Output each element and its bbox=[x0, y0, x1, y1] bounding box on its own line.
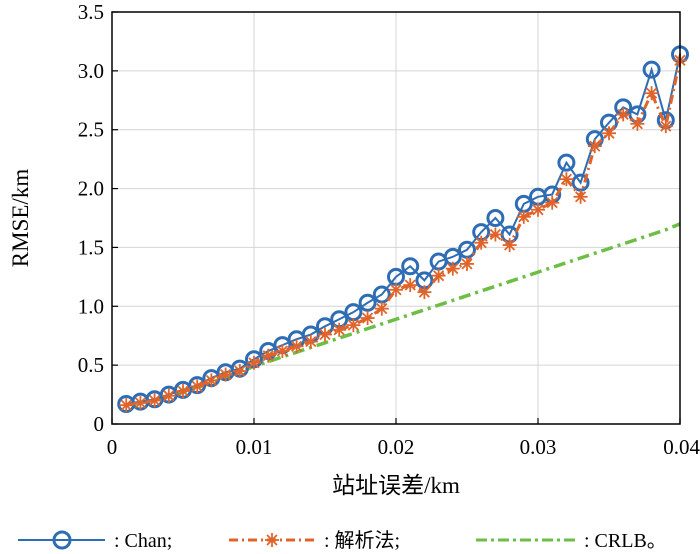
analytic-point bbox=[275, 344, 290, 359]
analytic-point bbox=[389, 282, 403, 297]
y-tick-label: 1.0 bbox=[78, 294, 104, 318]
analytic-point bbox=[630, 116, 645, 131]
legend-item-analytic: : 解析法; bbox=[229, 529, 400, 552]
y-tick-label: 2.0 bbox=[78, 177, 104, 201]
analytic-point bbox=[161, 388, 176, 403]
analytic-point bbox=[346, 318, 361, 333]
x-tick-label: 0.02 bbox=[378, 435, 415, 459]
legend-crlb-label: : CRLB。 bbox=[584, 530, 667, 552]
analytic-point bbox=[403, 278, 418, 293]
analytic-point bbox=[616, 107, 631, 122]
chan-point bbox=[557, 153, 576, 172]
analytic-point bbox=[644, 86, 659, 101]
analytic-point bbox=[474, 235, 489, 250]
y-tick-label: 2.5 bbox=[78, 118, 104, 142]
y-axis-label: RMSE/km bbox=[8, 169, 33, 268]
x-tick-label: 0.04 bbox=[663, 435, 700, 459]
analytic-point bbox=[133, 395, 148, 410]
legend-item-crlb: : CRLB。 bbox=[476, 530, 667, 552]
analytic-point bbox=[318, 327, 332, 342]
analytic-point bbox=[573, 189, 588, 204]
analytic-point bbox=[303, 334, 318, 349]
analytic-point bbox=[289, 339, 304, 354]
x-axis-label: 站址误差/km bbox=[332, 473, 460, 498]
analytic-point bbox=[176, 384, 190, 399]
analytic-point bbox=[658, 119, 673, 134]
legend-analytic-marker bbox=[265, 533, 279, 547]
analytic-point bbox=[445, 261, 460, 276]
y-tick-label: 3.5 bbox=[78, 0, 104, 24]
y-tick-label: 0 bbox=[94, 412, 105, 436]
analytic-point bbox=[587, 139, 602, 154]
legend-chan-marker bbox=[52, 530, 72, 550]
analytic-point bbox=[417, 285, 432, 300]
analytic-point bbox=[261, 348, 276, 363]
x-tick-label: 0.03 bbox=[520, 435, 557, 459]
analytic-point bbox=[204, 373, 219, 388]
analytic-point bbox=[218, 367, 233, 382]
legend-chan-label: : Chan; bbox=[114, 530, 172, 552]
series-解析法 bbox=[119, 53, 687, 413]
analytic-point bbox=[247, 355, 261, 370]
grid-lines bbox=[111, 11, 681, 425]
series-line-Chan bbox=[126, 54, 681, 405]
series-line-解析法 bbox=[125, 59, 682, 407]
legend-item-chan: : Chan; bbox=[18, 530, 172, 552]
y-tick-label: 1.5 bbox=[78, 235, 104, 259]
series-Chan bbox=[117, 45, 689, 413]
plot-frame bbox=[111, 11, 681, 425]
analytic-point bbox=[559, 172, 574, 187]
analytic-point bbox=[602, 126, 616, 141]
analytic-point bbox=[360, 311, 375, 326]
legend-asterisk-glyph bbox=[265, 533, 279, 547]
chan-point bbox=[401, 257, 420, 276]
y-tick-label: 0.5 bbox=[78, 353, 104, 377]
analytic-point bbox=[232, 364, 247, 379]
analytic-point bbox=[545, 195, 560, 210]
legend: : Chan; : 解析法; : CRLB。 bbox=[18, 529, 667, 552]
analytic-point bbox=[190, 379, 205, 394]
chan-point bbox=[486, 209, 505, 227]
analytic-point bbox=[431, 268, 446, 283]
analytic-point bbox=[502, 238, 517, 253]
x-tick-label: 0.01 bbox=[236, 435, 273, 459]
analytic-point bbox=[147, 393, 162, 408]
analytic-point bbox=[531, 202, 545, 217]
y-tick-labels: 0 0.5 1.0 1.5 2.0 2.5 3.0 3.5 bbox=[78, 0, 104, 436]
chan-point bbox=[642, 60, 661, 79]
series-line-CRLB bbox=[125, 222, 681, 407]
chan-point bbox=[358, 293, 377, 312]
x-tick-label: 0 bbox=[107, 435, 118, 459]
legend-analytic-label: : 解析法; bbox=[324, 529, 400, 552]
analytic-point bbox=[374, 301, 389, 316]
analytic-point bbox=[516, 209, 531, 224]
series-layer bbox=[117, 45, 689, 413]
series-CRLB bbox=[125, 222, 681, 407]
y-tick-label: 3.0 bbox=[78, 59, 104, 83]
analytic-point bbox=[332, 322, 347, 337]
analytic-point bbox=[488, 227, 503, 242]
x-tick-labels: 0 0.01 0.02 0.03 0.04 bbox=[107, 435, 700, 459]
analytic-point bbox=[460, 256, 474, 271]
analytic-point bbox=[119, 398, 134, 413]
